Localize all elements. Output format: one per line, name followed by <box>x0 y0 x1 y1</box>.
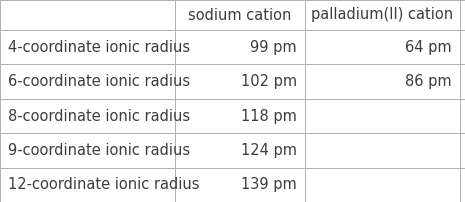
Text: 102 pm: 102 pm <box>241 74 297 89</box>
Text: 6-coordinate ionic radius: 6-coordinate ionic radius <box>8 74 190 89</box>
Text: 4-coordinate ionic radius: 4-coordinate ionic radius <box>8 40 190 55</box>
Text: 86 pm: 86 pm <box>405 74 452 89</box>
Text: sodium cation: sodium cation <box>188 7 292 22</box>
Text: palladium(II) cation: palladium(II) cation <box>312 7 453 22</box>
Text: 124 pm: 124 pm <box>241 143 297 158</box>
Text: 9-coordinate ionic radius: 9-coordinate ionic radius <box>8 143 190 158</box>
Text: 64 pm: 64 pm <box>405 40 452 55</box>
Text: 139 pm: 139 pm <box>241 177 297 192</box>
Text: 118 pm: 118 pm <box>241 108 297 123</box>
Text: 12-coordinate ionic radius: 12-coordinate ionic radius <box>8 177 199 192</box>
Text: 99 pm: 99 pm <box>250 40 297 55</box>
Text: 8-coordinate ionic radius: 8-coordinate ionic radius <box>8 108 190 123</box>
